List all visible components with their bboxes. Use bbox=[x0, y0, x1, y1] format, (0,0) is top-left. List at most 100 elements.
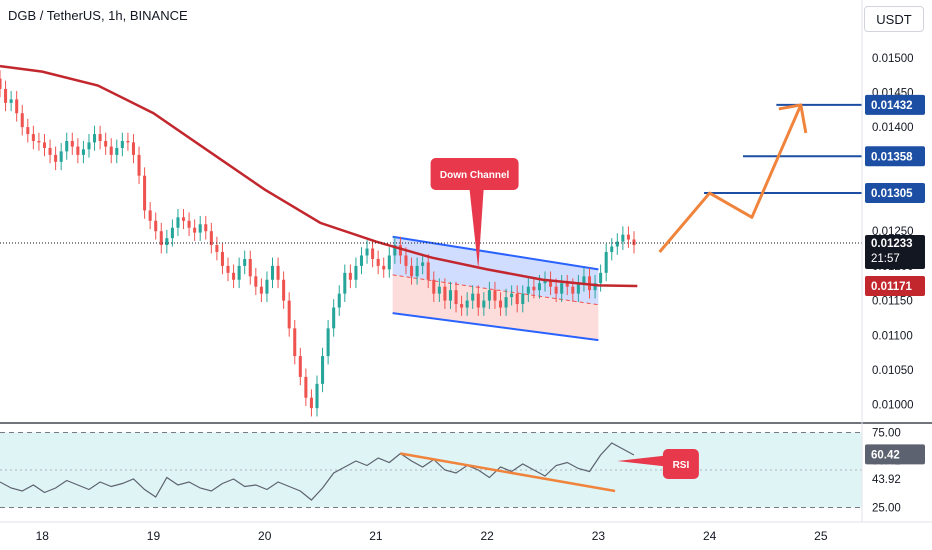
time-tick-label: 19 bbox=[147, 529, 161, 543]
channel-upper-line[interactable] bbox=[392, 235, 599, 271]
candle bbox=[615, 233, 619, 255]
candle-body bbox=[76, 146, 80, 155]
candle bbox=[120, 132, 124, 157]
candle bbox=[59, 143, 63, 171]
rsi-tick-label: 43.92 bbox=[872, 474, 901, 486]
candle bbox=[215, 236, 219, 261]
candle-body bbox=[59, 151, 63, 162]
candle-body bbox=[448, 290, 452, 301]
candle-body bbox=[131, 142, 136, 155]
candle-body bbox=[0, 78, 2, 89]
candle bbox=[204, 215, 208, 240]
rsi-callout[interactable]: RSI bbox=[617, 449, 699, 479]
target-badge-bg bbox=[865, 94, 925, 115]
candle-body bbox=[265, 279, 269, 294]
candle-body bbox=[571, 286, 575, 294]
candle bbox=[604, 243, 608, 282]
candle-body bbox=[109, 146, 113, 155]
candle-body bbox=[137, 154, 141, 176]
candle bbox=[410, 257, 414, 285]
candle-body bbox=[415, 265, 419, 277]
candle-body bbox=[471, 293, 475, 301]
rsi-callout-pointer bbox=[617, 455, 671, 467]
candle bbox=[354, 257, 358, 289]
candle bbox=[181, 209, 186, 230]
candle bbox=[454, 281, 458, 313]
candle-body bbox=[298, 356, 302, 377]
candle bbox=[549, 271, 553, 296]
candle bbox=[365, 240, 369, 264]
candle bbox=[81, 141, 85, 164]
candle-body bbox=[460, 304, 464, 308]
candle-body bbox=[26, 127, 30, 135]
candle bbox=[498, 292, 503, 316]
candle-body bbox=[4, 88, 8, 103]
countdown-label: 21:57 bbox=[871, 253, 900, 265]
candle-body bbox=[9, 99, 13, 103]
candle-body bbox=[315, 383, 319, 409]
candle bbox=[115, 139, 119, 164]
candle bbox=[426, 254, 430, 289]
candle-body bbox=[537, 283, 541, 291]
moving-average-line[interactable] bbox=[0, 64, 638, 288]
candle-body bbox=[321, 356, 325, 384]
candle-body bbox=[193, 227, 197, 233]
price-tick-label: 0.01400 bbox=[872, 122, 914, 134]
rsi-callout-label: RSI bbox=[673, 460, 690, 471]
target-badge-label: 0.01358 bbox=[871, 151, 913, 163]
candle bbox=[526, 278, 530, 302]
candle bbox=[321, 347, 325, 393]
candle-body bbox=[376, 258, 380, 266]
rsi-callout-box bbox=[662, 449, 699, 479]
candle bbox=[26, 118, 30, 143]
candle-body bbox=[337, 293, 341, 308]
candle-body bbox=[560, 283, 564, 294]
candle bbox=[621, 226, 625, 250]
candle-body bbox=[371, 248, 375, 259]
candle-body bbox=[248, 258, 252, 277]
rsi-line[interactable] bbox=[0, 442, 635, 501]
currency-button[interactable]: USDT bbox=[864, 6, 924, 32]
candle bbox=[582, 267, 586, 292]
projection-path[interactable] bbox=[658, 104, 803, 253]
candle-body bbox=[232, 272, 236, 280]
candle-body bbox=[610, 246, 614, 253]
candle-body bbox=[270, 265, 275, 280]
rsi-divergence-line[interactable] bbox=[400, 452, 616, 493]
candle-body bbox=[387, 255, 391, 270]
candle bbox=[376, 250, 380, 275]
time-tick-label: 20 bbox=[258, 529, 272, 543]
candle bbox=[109, 138, 113, 164]
candle bbox=[193, 219, 197, 241]
candle bbox=[576, 274, 580, 302]
candle bbox=[421, 254, 425, 275]
candle-body bbox=[521, 293, 525, 305]
candle-body bbox=[604, 252, 608, 273]
candle bbox=[276, 257, 280, 289]
candle bbox=[560, 274, 564, 302]
candle-body bbox=[404, 255, 408, 266]
candle-body bbox=[482, 300, 486, 308]
candle-body bbox=[465, 300, 469, 308]
target-badge-bg bbox=[865, 146, 925, 167]
time-tick-label: 23 bbox=[592, 529, 606, 543]
rsi-current-label: 60.42 bbox=[871, 449, 900, 461]
candle bbox=[471, 285, 475, 309]
candle bbox=[76, 138, 80, 164]
candle-body bbox=[15, 99, 19, 114]
candle bbox=[393, 236, 397, 264]
candle bbox=[359, 247, 364, 275]
candle-body bbox=[104, 141, 108, 147]
candle-body bbox=[576, 283, 580, 294]
price-panel: Down Channel bbox=[0, 64, 932, 424]
candle-body bbox=[115, 147, 119, 155]
candle bbox=[343, 264, 347, 302]
price-tick-label: 0.01000 bbox=[872, 400, 914, 412]
candle-body bbox=[326, 328, 330, 357]
candle bbox=[126, 132, 130, 151]
candle-body bbox=[287, 300, 291, 329]
down-channel-callout[interactable]: Down Channel bbox=[430, 158, 519, 270]
channel-lower-line[interactable] bbox=[392, 312, 599, 342]
ma-badge-label: 0.01171 bbox=[871, 281, 913, 293]
